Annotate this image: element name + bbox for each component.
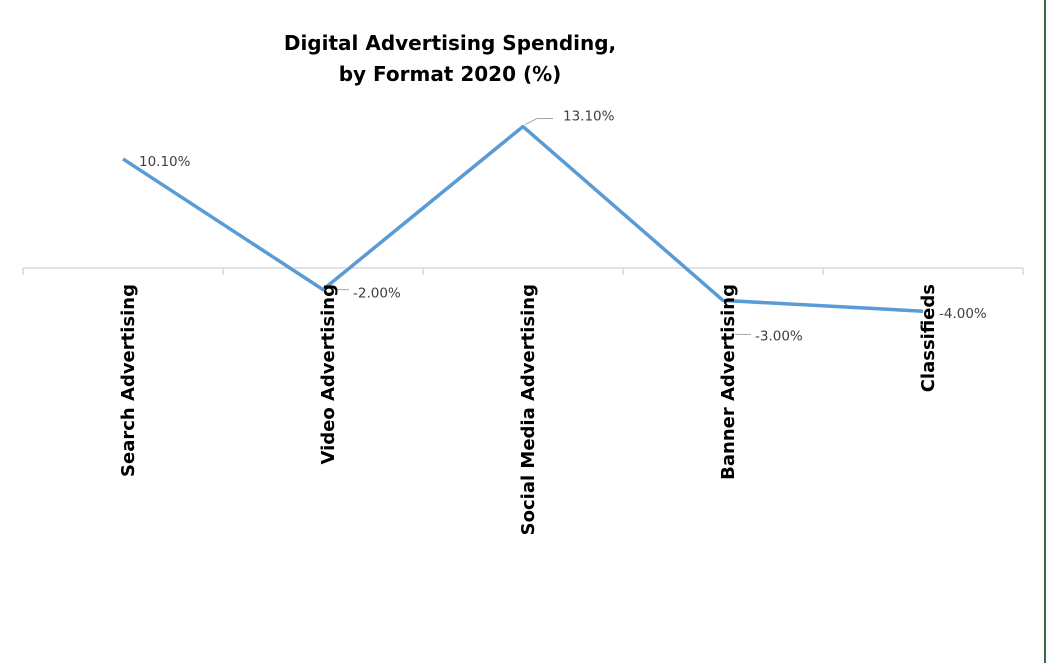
data-labels: 10.10% -2.00% 13.10% -3.00% -4.00% <box>139 109 987 345</box>
chart-title: Digital Advertising Spending, by Format … <box>200 28 700 90</box>
chart-title-line-2: by Format 2020 (%) <box>338 62 562 86</box>
data-label: -4.00% <box>939 306 987 322</box>
category-label: Search Advertising <box>118 284 139 477</box>
data-label: 10.10% <box>139 154 191 170</box>
series-line <box>122 124 924 313</box>
category-label: Classifieds <box>918 284 939 392</box>
category-label: Banner Advertising <box>718 284 739 480</box>
data-label: 13.10% <box>563 109 615 125</box>
category-label: Social Media Advertising <box>518 284 539 535</box>
data-label: -2.00% <box>353 286 401 302</box>
chart-title-line-1: Digital Advertising Spending, <box>283 31 617 55</box>
category-labels: Search Advertising Video Advertising Socia… <box>118 284 939 535</box>
x-axis <box>22 267 1024 275</box>
data-label: -3.00% <box>755 328 803 344</box>
category-label: Video Advertising <box>318 284 339 465</box>
data-line <box>122 124 924 313</box>
